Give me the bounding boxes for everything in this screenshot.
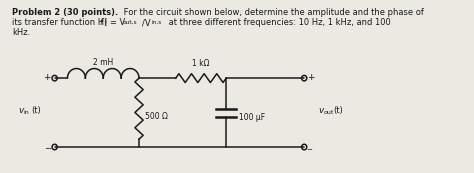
Text: kHz.: kHz. [12, 28, 31, 37]
Text: f: f [100, 18, 102, 27]
Text: its transfer function H(: its transfer function H( [12, 18, 108, 27]
Text: (t): (t) [334, 106, 343, 115]
Text: For the circuit shown below, determine the amplitude and the phase of: For the circuit shown below, determine t… [121, 8, 424, 17]
Text: 100 μF: 100 μF [239, 113, 265, 122]
Text: +: + [44, 73, 51, 82]
Text: at three different frequencies: 10 Hz, 1 kHz, and 100: at three different frequencies: 10 Hz, 1… [165, 18, 391, 27]
Text: ) = V: ) = V [104, 18, 126, 27]
Text: +: + [307, 73, 314, 82]
Text: in: in [23, 110, 29, 115]
Text: 2 mH: 2 mH [93, 58, 113, 67]
Text: Problem 2 (30 points).: Problem 2 (30 points). [12, 8, 118, 17]
Text: out: out [323, 110, 334, 115]
Text: $v$: $v$ [318, 106, 326, 115]
Text: 500 Ω: 500 Ω [146, 112, 168, 121]
Text: /V: /V [142, 18, 150, 27]
Text: 1 kΩ: 1 kΩ [192, 59, 210, 68]
Text: in,s: in,s [152, 20, 162, 25]
Text: (t): (t) [31, 106, 40, 115]
Text: out,s: out,s [122, 20, 137, 25]
Text: −: − [306, 147, 312, 153]
Text: −: − [44, 144, 51, 153]
Text: $v$: $v$ [18, 106, 25, 115]
